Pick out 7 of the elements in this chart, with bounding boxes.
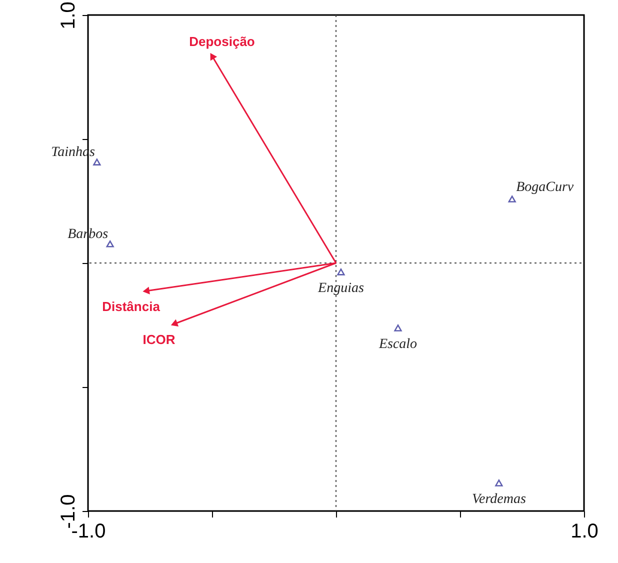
annotation: Enguias <box>317 280 364 296</box>
series-label: Distância <box>102 299 161 314</box>
annotation: Verdemas <box>472 492 526 507</box>
series-label: Deposição <box>189 34 255 49</box>
annotation: BogaCurv <box>516 180 574 196</box>
series-label: ICOR <box>142 332 176 348</box>
annotation: Escalo <box>378 336 418 352</box>
